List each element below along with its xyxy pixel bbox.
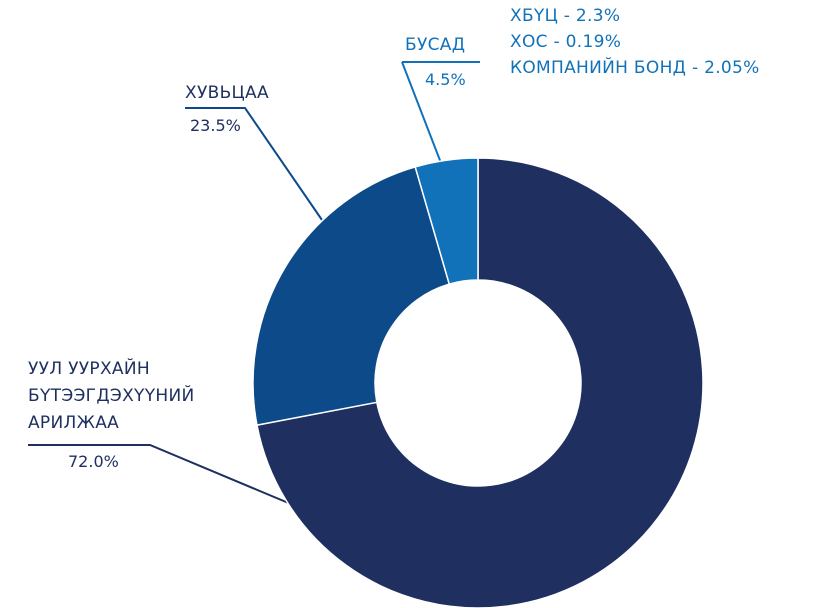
donut-slice — [256, 157, 704, 608]
donut-slice — [414, 157, 479, 286]
leader-line — [28, 444, 299, 508]
category-label: УУЛ УУРХАЙН БҮТЭЭГДЭХҮҮНИЙ АРИЛЖАА — [28, 359, 195, 433]
annotation: ХОС - 0.19% — [510, 32, 622, 52]
value-label: 4.5% — [425, 70, 466, 89]
category-label: БУСАД — [405, 35, 466, 55]
value-label: 72.0% — [68, 452, 119, 471]
value-label: 23.5% — [190, 116, 241, 135]
annotation: ХБҮЦ - 2.3% — [510, 6, 621, 26]
donut-slice — [252, 166, 451, 427]
category-label: ХУВЬЦАА — [185, 83, 269, 103]
leader-line — [401, 61, 442, 164]
annotation: КОМПАНИЙН БОНД - 2.05% — [510, 58, 760, 78]
leader-line — [185, 107, 323, 221]
